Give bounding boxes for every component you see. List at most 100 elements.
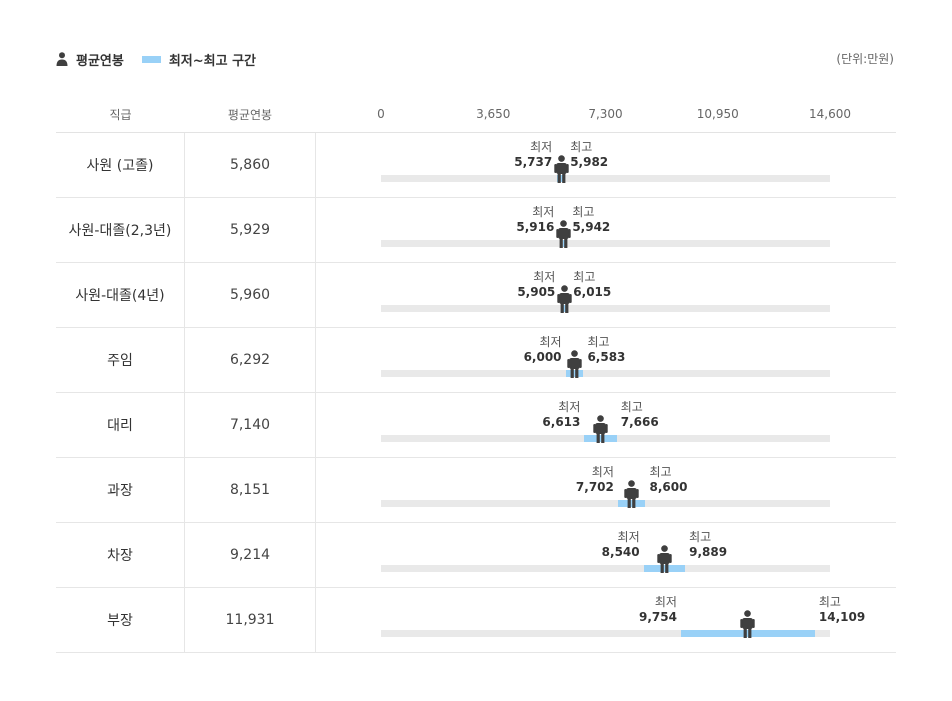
avg-person-marker [624, 480, 639, 508]
grade-cell: 사원 (고졸) [56, 133, 185, 197]
max-label: 최고 5,942 [572, 205, 610, 235]
max-caption: 최고 [649, 465, 672, 479]
avg-person-marker [740, 610, 756, 638]
max-value: 6,583 [587, 350, 626, 364]
avg-salary-cell: 6,292 [185, 328, 316, 392]
min-value: 6,613 [542, 415, 581, 429]
table-row: 부장 11,931 최저 9,754 최고 14,109 [56, 588, 896, 653]
min-label: 최저 6,000 [524, 335, 562, 365]
grade-header: 직급 [109, 108, 132, 122]
min-caption: 최저 [539, 335, 562, 349]
table-body: 사원 (고졸) 5,860 최저 5,737 최고 5,982 사원-대졸(2,3년) 5,9… [56, 133, 896, 653]
grade-cell: 주임 [56, 328, 185, 392]
range-bar [557, 175, 565, 182]
min-label: 최저 5,737 [514, 140, 552, 170]
max-label: 최고 6,583 [587, 335, 625, 365]
max-label: 최고 6,015 [573, 270, 611, 300]
min-value: 9,754 [639, 610, 677, 624]
range-track [381, 370, 830, 377]
range-track [381, 175, 830, 182]
min-value: 5,737 [514, 155, 553, 169]
min-caption: 최저 [617, 530, 640, 544]
avg-person-marker [556, 220, 571, 248]
grade-cell: 과장 [56, 458, 185, 522]
table-row: 주임 6,292 최저 6,000 최고 6,583 [56, 328, 896, 393]
range-bar [565, 370, 584, 377]
grade-cell: 사원-대졸(2,3년) [56, 198, 185, 262]
avg-salary-cell: 5,929 [185, 198, 316, 262]
grade-cell: 부장 [56, 588, 185, 652]
person-icon [56, 52, 68, 66]
max-caption: 최고 [620, 400, 643, 414]
min-caption: 최저 [654, 595, 677, 609]
max-value: 7,666 [620, 415, 659, 429]
max-caption: 최고 [587, 335, 610, 349]
min-caption: 최저 [530, 140, 553, 154]
min-value: 5,916 [516, 220, 555, 234]
table-row: 대리 7,140 최저 6,613 최고 7,666 [56, 393, 896, 458]
table-header: 직급 평균연봉 0 3,650 7,300 10,950 14,600 [56, 97, 896, 133]
avg-salary-cell: 5,960 [185, 263, 316, 327]
legend: 평균연봉 최저~최고 구간 [56, 49, 256, 69]
max-caption: 최고 [570, 140, 593, 154]
range-bar [680, 630, 815, 637]
avg-person-marker [557, 285, 572, 313]
max-label: 최고 14,109 [819, 595, 865, 625]
avg-salary-cell: 11,931 [185, 588, 316, 652]
range-bar [562, 305, 566, 312]
avg-person-marker [554, 155, 569, 183]
min-label: 최저 9,754 [639, 595, 677, 625]
max-value: 8,600 [649, 480, 688, 494]
max-label: 최고 7,666 [621, 400, 659, 430]
max-label: 최고 5,982 [570, 140, 608, 170]
table-row: 사원 (고졸) 5,860 최저 5,737 최고 5,982 [56, 133, 896, 198]
avg-salary-cell: 7,140 [185, 393, 316, 457]
max-value: 9,889 [689, 545, 728, 559]
range-track [381, 500, 830, 507]
min-label: 최저 7,702 [576, 465, 614, 495]
legend-avg-label: 평균연봉 [76, 53, 124, 69]
avg-salary-cell: 9,214 [185, 523, 316, 587]
max-caption: 최고 [689, 530, 712, 544]
range-track [381, 565, 830, 572]
min-value: 6,000 [523, 350, 562, 364]
x-tick-label: 3,650 [476, 107, 511, 121]
x-tick-label: 10,950 [696, 107, 739, 121]
table-row: 과장 8,151 최저 7,702 최고 8,600 [56, 458, 896, 523]
x-tick-label: 7,300 [588, 107, 623, 121]
range-track [381, 305, 830, 312]
min-label: 최저 8,540 [602, 530, 640, 560]
salary-table: 직급 평균연봉 0 3,650 7,300 10,950 14,600 사원 (고졸) 5… [56, 97, 896, 653]
avg-person-marker [593, 415, 608, 443]
max-value: 5,942 [572, 220, 611, 234]
min-caption: 최저 [533, 270, 556, 284]
max-label: 최고 8,600 [649, 465, 687, 495]
avg-person-marker [657, 545, 672, 573]
table-row: 사원-대졸(4년) 5,960 최저 5,905 최고 6,015 [56, 263, 896, 328]
range-track [381, 630, 830, 637]
max-caption: 최고 [818, 595, 841, 609]
range-bar [584, 435, 617, 442]
legend-range-label: 최저~최고 구간 [168, 53, 257, 69]
grade-cell: 차장 [56, 523, 185, 587]
min-label: 최저 5,905 [517, 270, 555, 300]
max-caption: 최고 [572, 205, 595, 219]
avg-header: 평균연봉 [227, 108, 273, 122]
x-tick-label: 0 [377, 107, 385, 121]
avg-salary-cell: 5,860 [185, 133, 316, 197]
table-row: 사원-대졸(2,3년) 5,929 최저 5,916 최고 5,942 [56, 198, 896, 263]
avg-salary-cell: 8,151 [185, 458, 316, 522]
unit-label: (단위:만원) [836, 52, 894, 66]
min-label: 최저 5,916 [516, 205, 554, 235]
min-value: 7,702 [575, 480, 614, 494]
max-caption: 최고 [573, 270, 596, 284]
range-track [381, 240, 830, 247]
min-caption: 최저 [558, 400, 581, 414]
max-value: 5,982 [570, 155, 609, 169]
min-value: 5,905 [517, 285, 556, 299]
range-bar [643, 565, 686, 572]
table-row: 차장 9,214 최저 8,540 최고 9,889 [56, 523, 896, 588]
avg-person-marker [567, 350, 582, 378]
max-label: 최고 9,889 [689, 530, 727, 560]
max-value: 6,015 [573, 285, 612, 299]
